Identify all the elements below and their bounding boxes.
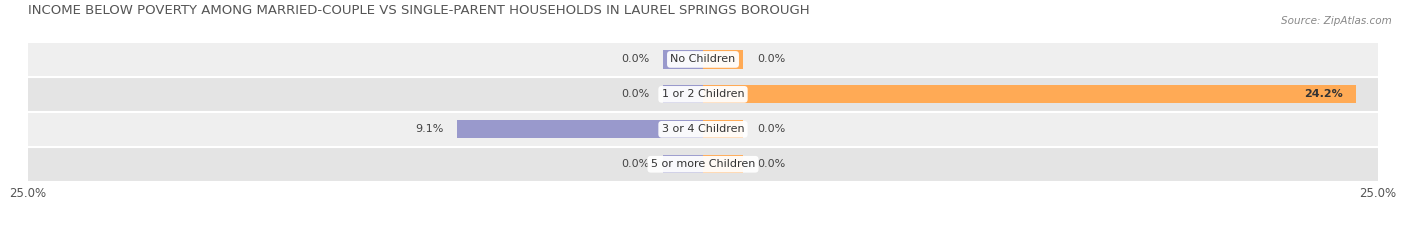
Bar bbox=[28, 42, 1378, 77]
Text: 3 or 4 Children: 3 or 4 Children bbox=[662, 124, 744, 134]
Text: 0.0%: 0.0% bbox=[756, 124, 785, 134]
Text: Source: ZipAtlas.com: Source: ZipAtlas.com bbox=[1281, 16, 1392, 26]
Bar bbox=[703, 85, 1357, 103]
Text: 0.0%: 0.0% bbox=[756, 55, 785, 64]
Bar bbox=[457, 120, 703, 138]
Text: 0.0%: 0.0% bbox=[621, 89, 650, 99]
Text: 9.1%: 9.1% bbox=[415, 124, 444, 134]
Bar bbox=[662, 155, 703, 173]
Text: INCOME BELOW POVERTY AMONG MARRIED-COUPLE VS SINGLE-PARENT HOUSEHOLDS IN LAUREL : INCOME BELOW POVERTY AMONG MARRIED-COUPL… bbox=[28, 4, 810, 17]
Text: 24.2%: 24.2% bbox=[1303, 89, 1343, 99]
Bar bbox=[28, 147, 1378, 182]
Bar bbox=[28, 77, 1378, 112]
Text: 0.0%: 0.0% bbox=[756, 159, 785, 169]
Text: 0.0%: 0.0% bbox=[621, 55, 650, 64]
Text: 1 or 2 Children: 1 or 2 Children bbox=[662, 89, 744, 99]
Text: 5 or more Children: 5 or more Children bbox=[651, 159, 755, 169]
Bar bbox=[662, 50, 703, 69]
Bar bbox=[703, 120, 744, 138]
Bar bbox=[28, 112, 1378, 147]
Text: No Children: No Children bbox=[671, 55, 735, 64]
Bar bbox=[703, 50, 744, 69]
Text: 0.0%: 0.0% bbox=[621, 159, 650, 169]
Bar bbox=[662, 85, 703, 103]
Bar bbox=[703, 155, 744, 173]
